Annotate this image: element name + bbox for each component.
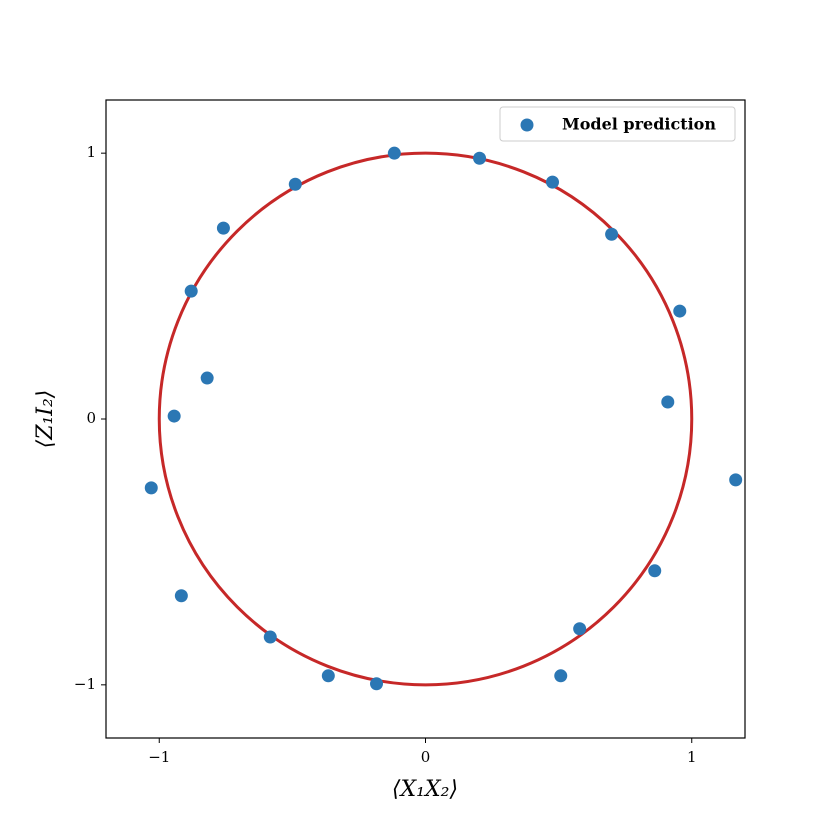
x-tick-label: −1 bbox=[148, 748, 170, 766]
legend-marker bbox=[520, 118, 534, 132]
x-tick-label: 0 bbox=[421, 748, 431, 766]
x-tick-label: 1 bbox=[687, 748, 697, 766]
point bbox=[546, 175, 560, 189]
point bbox=[288, 177, 302, 191]
legend-label: Model prediction bbox=[562, 115, 716, 134]
point bbox=[661, 395, 675, 409]
point bbox=[144, 481, 158, 495]
point bbox=[167, 409, 181, 423]
point bbox=[200, 371, 214, 385]
point bbox=[648, 564, 662, 578]
legend-box bbox=[499, 106, 736, 142]
point bbox=[321, 669, 335, 683]
y-axis-label: ⟨Z₁I₂⟩ bbox=[33, 390, 58, 449]
point bbox=[573, 622, 587, 636]
point bbox=[263, 630, 277, 644]
point bbox=[216, 221, 230, 235]
point bbox=[370, 677, 384, 691]
point bbox=[184, 284, 198, 298]
point bbox=[605, 227, 619, 241]
reference-circle bbox=[157, 151, 694, 687]
point bbox=[174, 589, 188, 603]
x-axis-label: ⟨X₁X₂⟩ bbox=[392, 777, 458, 802]
point bbox=[473, 151, 487, 165]
point bbox=[387, 146, 401, 160]
y-tick-label: 1 bbox=[86, 143, 96, 161]
point bbox=[729, 473, 743, 487]
y-tick-label: −1 bbox=[74, 675, 96, 693]
point bbox=[673, 304, 687, 318]
point bbox=[554, 669, 568, 683]
y-tick-label: 0 bbox=[86, 409, 96, 427]
